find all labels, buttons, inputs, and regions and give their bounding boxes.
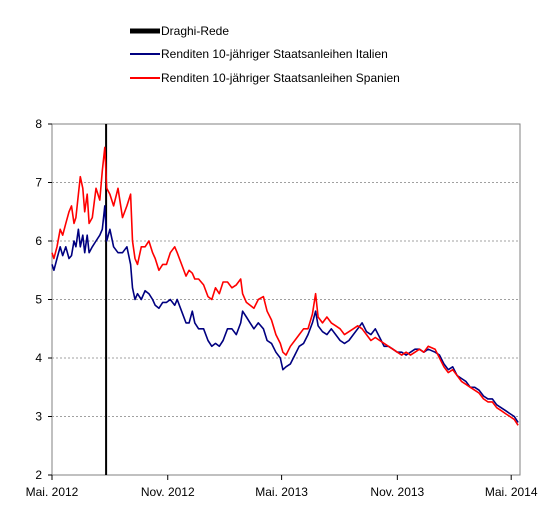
- legend-label-italy: Renditen 10-jähriger Staatsanleihen Ital…: [161, 47, 388, 61]
- series-line-italy: [51, 205, 519, 423]
- legend: Draghi-Rede Renditen 10-jähriger Staatsa…: [130, 24, 400, 85]
- x-tick-label: Nov. 2013: [370, 485, 424, 499]
- x-tick-label: Mai. 2013: [255, 485, 308, 499]
- series-layer: [51, 146, 519, 426]
- legend-label-event: Draghi-Rede: [161, 24, 229, 38]
- legend-label-spain: Renditen 10-jähriger Staatsanleihen Span…: [161, 71, 400, 85]
- y-tick-label: 8: [35, 117, 42, 131]
- gridlines: [52, 182, 520, 417]
- plot-area: 2 3 4 5 6 7 8 Mai. 2012 Nov. 2012 Mai. 2013 Nov. …: [26, 117, 538, 499]
- y-tick-label: 7: [35, 176, 42, 190]
- x-tick-label: Mai. 2012: [26, 485, 79, 499]
- y-tick-label: 5: [35, 293, 42, 307]
- x-tick-label: Mai. 2014: [485, 485, 538, 499]
- y-tick-label: 4: [35, 351, 42, 365]
- y-tick-label: 6: [35, 234, 42, 248]
- y-tick-label: 3: [35, 410, 42, 424]
- series-line-spain: [51, 146, 519, 426]
- y-tick-label: 2: [35, 468, 42, 482]
- x-tick-label: Nov. 2012: [141, 485, 195, 499]
- x-axis: Mai. 2012 Nov. 2012 Mai. 2013 Nov. 2013 Mai.…: [26, 475, 538, 499]
- y-axis: 2 3 4 5 6 7 8: [35, 117, 52, 482]
